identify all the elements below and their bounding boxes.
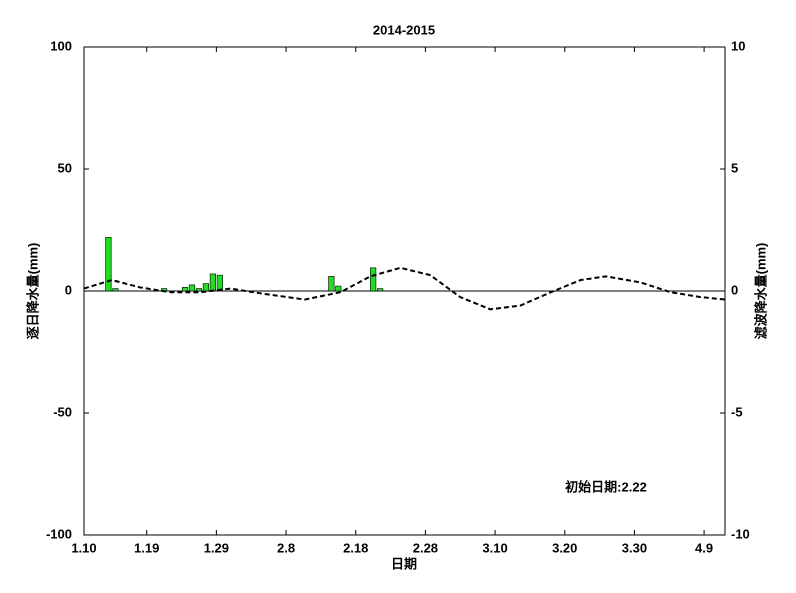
bar — [112, 288, 119, 292]
bar — [195, 288, 203, 292]
x-tick-label: 3.20 — [552, 540, 577, 555]
bar — [377, 288, 384, 292]
y-tick-label: -100 — [46, 526, 72, 541]
x-tick-label: 2.8 — [277, 540, 295, 555]
x-axis-label: 日期 — [391, 556, 417, 571]
y-tick-label: 0 — [65, 282, 72, 297]
x-tick-label: 2.18 — [343, 540, 368, 555]
y-axis-label: 逐日降水量(mm) — [25, 243, 40, 340]
x-tick-label: 3.10 — [482, 540, 507, 555]
y-tick-label: 50 — [58, 160, 72, 175]
y2-tick-label: 5 — [731, 160, 738, 175]
y2-tick-label: -5 — [731, 404, 743, 419]
x-tick-label: 2.28 — [413, 540, 438, 555]
x-tick-label: 1.29 — [204, 540, 229, 555]
y2-axis-label: 滤波降水量(mm) — [753, 243, 768, 340]
bar — [202, 283, 210, 292]
bar — [105, 237, 112, 292]
x-tick-label: 1.19 — [134, 540, 159, 555]
annotation: 初始日期:2.22 — [565, 479, 647, 494]
bar — [216, 274, 223, 292]
x-tick-label: 3.30 — [622, 540, 647, 555]
x-tick-label: 4.9 — [695, 540, 713, 555]
line — [83, 266, 726, 311]
y2-tick-label: 0 — [731, 282, 738, 297]
chart-title: 2014-2015 — [373, 22, 435, 37]
y2-tick-label: 10 — [731, 38, 745, 53]
bar — [335, 285, 342, 292]
y-tick-label: 100 — [50, 38, 72, 53]
bar — [181, 287, 189, 292]
bar — [370, 267, 377, 292]
x-tick-label: 1.10 — [71, 540, 96, 555]
bar — [188, 284, 196, 292]
y2-tick-label: -10 — [731, 526, 750, 541]
bar — [209, 273, 216, 292]
y-tick-label: -50 — [53, 404, 72, 419]
bar — [328, 276, 335, 292]
